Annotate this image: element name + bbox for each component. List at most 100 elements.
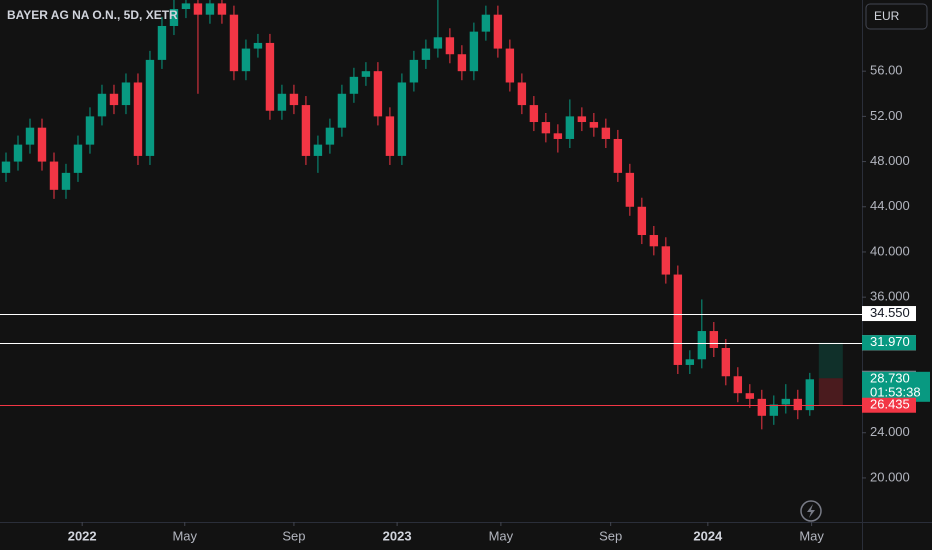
candle-body: [61, 172, 71, 190]
axes: 20.000 24.000 36.000 40.000 44.000 48.000 52.0…: [68, 63, 930, 543]
price-label-box: [862, 306, 916, 322]
candle-body: [565, 116, 575, 139]
candle-body: [169, 9, 179, 26]
candle-body: [373, 71, 383, 117]
candle-body: [769, 404, 779, 416]
y-tick-label: 36.000: [870, 289, 910, 304]
candle-body: [445, 37, 455, 55]
candle-body: [661, 246, 671, 275]
price-label-box: [862, 371, 930, 402]
y-tick-label: 52.00: [870, 108, 903, 123]
candle-body: [265, 42, 275, 111]
price-label-box: [862, 335, 916, 351]
candle-body: [553, 133, 563, 139]
y-tick-label: 40.000: [870, 243, 910, 258]
candle-body: [277, 93, 287, 111]
icon-circle[interactable]: [800, 500, 822, 522]
x-tick-label: May: [799, 528, 824, 543]
price-label: 31.970: [870, 334, 910, 349]
candle-body: [241, 48, 251, 72]
candle-body: [577, 116, 587, 123]
x-tick-label: May: [172, 528, 197, 543]
candle-body: [301, 105, 311, 156]
icon-bolt[interactable]: [807, 504, 815, 518]
plot-area: [0, 0, 862, 430]
candle-body: [337, 93, 347, 128]
x-tick-label: Sep: [282, 528, 305, 543]
candle-body: [73, 144, 83, 173]
x-tick-label: 2022: [68, 528, 97, 543]
candle-body: [193, 3, 203, 15]
x-tick-label: Sep: [599, 528, 622, 543]
candle-body: [757, 398, 767, 416]
candle-body: [613, 138, 623, 173]
candle-body: [529, 105, 539, 123]
y-tick-label: 24.000: [870, 424, 910, 439]
candle-body: [601, 127, 611, 139]
candle-body: [649, 235, 659, 247]
candle-body: [421, 48, 431, 60]
countdown: 01:53:38: [870, 385, 921, 400]
candle-body: [481, 14, 491, 32]
candle-body: [541, 122, 551, 134]
candle-body: [433, 37, 443, 49]
candle-body: [97, 93, 107, 117]
candle-body: [133, 82, 143, 156]
price-label: 34.550: [870, 305, 910, 320]
position-target-zone: [818, 342, 843, 379]
candle-body: [325, 127, 335, 145]
candle-body: [745, 393, 755, 399]
candle-body: [625, 172, 635, 207]
chart-title: BAYER AG NA O.N., 5D, XETR: [7, 8, 178, 22]
candle-body: [505, 48, 515, 83]
candle-body: [13, 144, 23, 162]
candle-body: [37, 127, 47, 162]
candle-body: [1, 161, 11, 173]
candle-body: [697, 331, 707, 360]
candle-body: [205, 3, 215, 15]
position-stop-zone: [818, 378, 843, 406]
candle-body: [673, 274, 683, 365]
candle-body: [589, 122, 599, 128]
y-tick-label: 44.000: [870, 198, 910, 213]
candle-body: [733, 376, 743, 394]
candle-body: [361, 71, 371, 77]
replay-icon[interactable]: [800, 500, 822, 522]
candle-body: [469, 31, 479, 72]
candle-body: [289, 93, 299, 106]
x-tick-label: May: [489, 528, 514, 543]
candle-body: [721, 348, 731, 377]
candle-body: [217, 3, 227, 15]
candle-body: [493, 14, 503, 49]
candle-body: [793, 398, 803, 411]
x-tick-label: 2023: [383, 528, 412, 543]
candle-body: [637, 206, 647, 236]
currency-label[interactable]: EUR: [874, 9, 900, 23]
candle-body: [685, 359, 695, 365]
price-label: 26.435: [870, 397, 910, 412]
candle-body: [181, 3, 191, 10]
candle-body: [25, 127, 35, 145]
candle-body: [229, 14, 239, 72]
candle-body: [709, 331, 719, 348]
candle-body: [457, 54, 467, 72]
candle-body: [313, 144, 323, 156]
candle-body: [781, 398, 791, 405]
price-label: 28.730: [870, 371, 910, 386]
candle-body: [157, 25, 167, 60]
candle-body: [85, 116, 95, 145]
candle-body: [409, 59, 419, 83]
y-tick-label: 20.000: [870, 469, 910, 484]
candle-body: [121, 82, 131, 106]
currency-button[interactable]: [865, 3, 928, 30]
candle-body: [805, 379, 815, 411]
candle-body: [517, 82, 527, 106]
y-tick-label: 56.00: [870, 63, 903, 78]
candle-body: [397, 82, 407, 156]
x-tick-label: 2024: [693, 528, 723, 543]
candle-body: [253, 42, 263, 49]
price-label-box: [862, 397, 916, 413]
